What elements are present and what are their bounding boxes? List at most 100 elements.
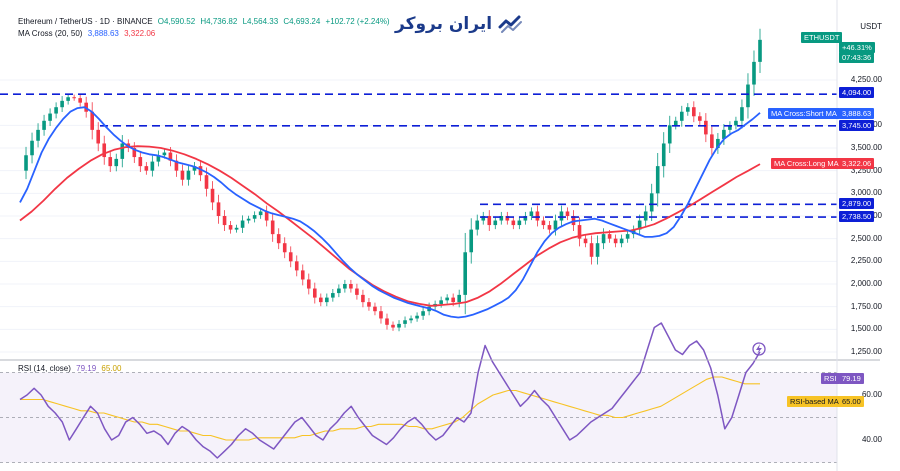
candle-body	[577, 225, 582, 239]
ma-legend: MA Cross (20, 50) 3,888.63 3,322.06	[18, 29, 158, 38]
candle-body	[565, 211, 570, 216]
rsi-tick-label[interactable]: 60.00	[861, 390, 882, 399]
ma-long-value: 3,322.06	[124, 29, 156, 38]
ma-short-value: 3,888.63	[87, 29, 119, 38]
candle-body	[270, 220, 275, 235]
candle-body	[457, 294, 461, 303]
candle-body	[541, 220, 546, 226]
rsi-ma-tag-value: 65.00	[839, 396, 864, 407]
candle-body	[54, 107, 58, 114]
candle-body	[637, 220, 642, 230]
candle-body	[589, 243, 594, 257]
price-tick-label[interactable]: 1,750.00	[850, 301, 882, 311]
candle-body	[180, 170, 185, 180]
candle-body	[162, 152, 167, 156]
ma-short-tag-label: MA Cross:Short MA	[768, 108, 840, 119]
candle-body	[204, 175, 209, 189]
price-tick-label[interactable]: 1,250.00	[850, 347, 882, 356]
price-tick-label[interactable]: 3,250.00	[850, 165, 882, 175]
level-tag-2738: 2,738.50	[839, 211, 875, 222]
candle-body	[625, 234, 630, 239]
candle-body	[385, 318, 389, 325]
rsi-line	[19, 322, 761, 459]
candle-body	[150, 161, 155, 171]
candle-body	[294, 261, 299, 271]
candle-body	[451, 297, 455, 303]
rsi-band-fill	[0, 372, 837, 463]
price-tick-label[interactable]: 2,000.00	[850, 279, 882, 288]
candle-body	[319, 297, 323, 303]
candle-body	[673, 120, 678, 126]
candle-body	[409, 318, 413, 321]
currency-label[interactable]: USDT	[860, 22, 882, 31]
change-value: +102.72 (+2.24%)	[325, 17, 390, 26]
candle-body	[583, 238, 588, 244]
candle-body	[403, 320, 407, 324]
candle-body	[186, 170, 191, 180]
rsi-tick-label[interactable]: 40.00	[861, 435, 882, 444]
candle-body	[343, 284, 347, 289]
rsi-label[interactable]: RSI (14, close)	[18, 364, 71, 373]
price-tick-label[interactable]: 2,250.00	[850, 256, 882, 266]
rsi-ma-tag-label: RSI-based MA	[787, 396, 842, 407]
candle-body	[758, 39, 762, 62]
ma-long-line	[19, 145, 761, 307]
candle-body	[210, 188, 215, 203]
candle-body	[692, 107, 696, 117]
candle-body	[120, 143, 125, 159]
candle-body	[493, 220, 498, 226]
horizontal-levels[interactable]	[0, 93, 837, 218]
price-tick-label[interactable]: 4,250.00	[850, 75, 882, 84]
price-tick-label[interactable]: 3,000.00	[850, 188, 882, 198]
candle-body	[445, 297, 449, 301]
candle-body	[679, 111, 684, 121]
candle-body	[746, 84, 750, 108]
candle-body	[415, 315, 419, 319]
candle-body	[36, 129, 40, 141]
candle-body	[655, 166, 660, 194]
ma-short-line	[19, 106, 761, 319]
candle-body	[138, 157, 143, 167]
candle-body	[198, 166, 203, 176]
rsi-overbought-band	[0, 372, 837, 463]
candle-body	[607, 234, 612, 239]
logo-text: ایران بروکر	[395, 14, 493, 34]
price-tick-label[interactable]: 3,500.00	[850, 143, 882, 152]
open-value: O4,590.52	[157, 17, 196, 26]
candle-body	[619, 238, 624, 244]
rsi-tag-label: RSI	[821, 373, 840, 384]
lightning-icon[interactable]	[752, 342, 766, 356]
grid	[0, 79, 837, 353]
candle-body	[367, 302, 371, 307]
candle-body	[667, 125, 672, 144]
candle-body	[361, 294, 365, 303]
candle-body	[553, 220, 558, 230]
price-tick-label[interactable]: 1,500.00	[850, 324, 882, 334]
candle-body	[397, 323, 401, 328]
candle-body	[228, 225, 233, 230]
candle-body	[60, 100, 64, 108]
candle-body	[517, 220, 522, 226]
candle-body	[174, 160, 179, 171]
candle-body	[48, 113, 52, 121]
symbol-line[interactable]: Ethereum / TetherUS · 1D · BINANCE	[18, 17, 153, 26]
countdown-tag: 07:43:36	[839, 52, 875, 63]
candle-body	[499, 216, 504, 221]
candle-body	[487, 216, 492, 226]
candle-body	[740, 107, 744, 121]
candle-body	[114, 158, 119, 167]
candle-body	[547, 225, 552, 230]
candle-body	[505, 216, 510, 221]
candle-body	[529, 211, 534, 216]
candle-body	[282, 243, 287, 253]
candle-body	[469, 229, 474, 253]
candle-body	[102, 143, 107, 158]
candle-body	[192, 166, 197, 171]
candle-body	[373, 306, 377, 312]
low-value: L4,564.33	[242, 17, 279, 26]
price-tick-label[interactable]: 2,500.00	[850, 233, 882, 243]
ma-label[interactable]: MA Cross (20, 50)	[18, 29, 83, 38]
rsi-tag-value: 79.19	[839, 373, 864, 384]
candle-body	[216, 202, 221, 216]
candle-body	[252, 215, 257, 219]
